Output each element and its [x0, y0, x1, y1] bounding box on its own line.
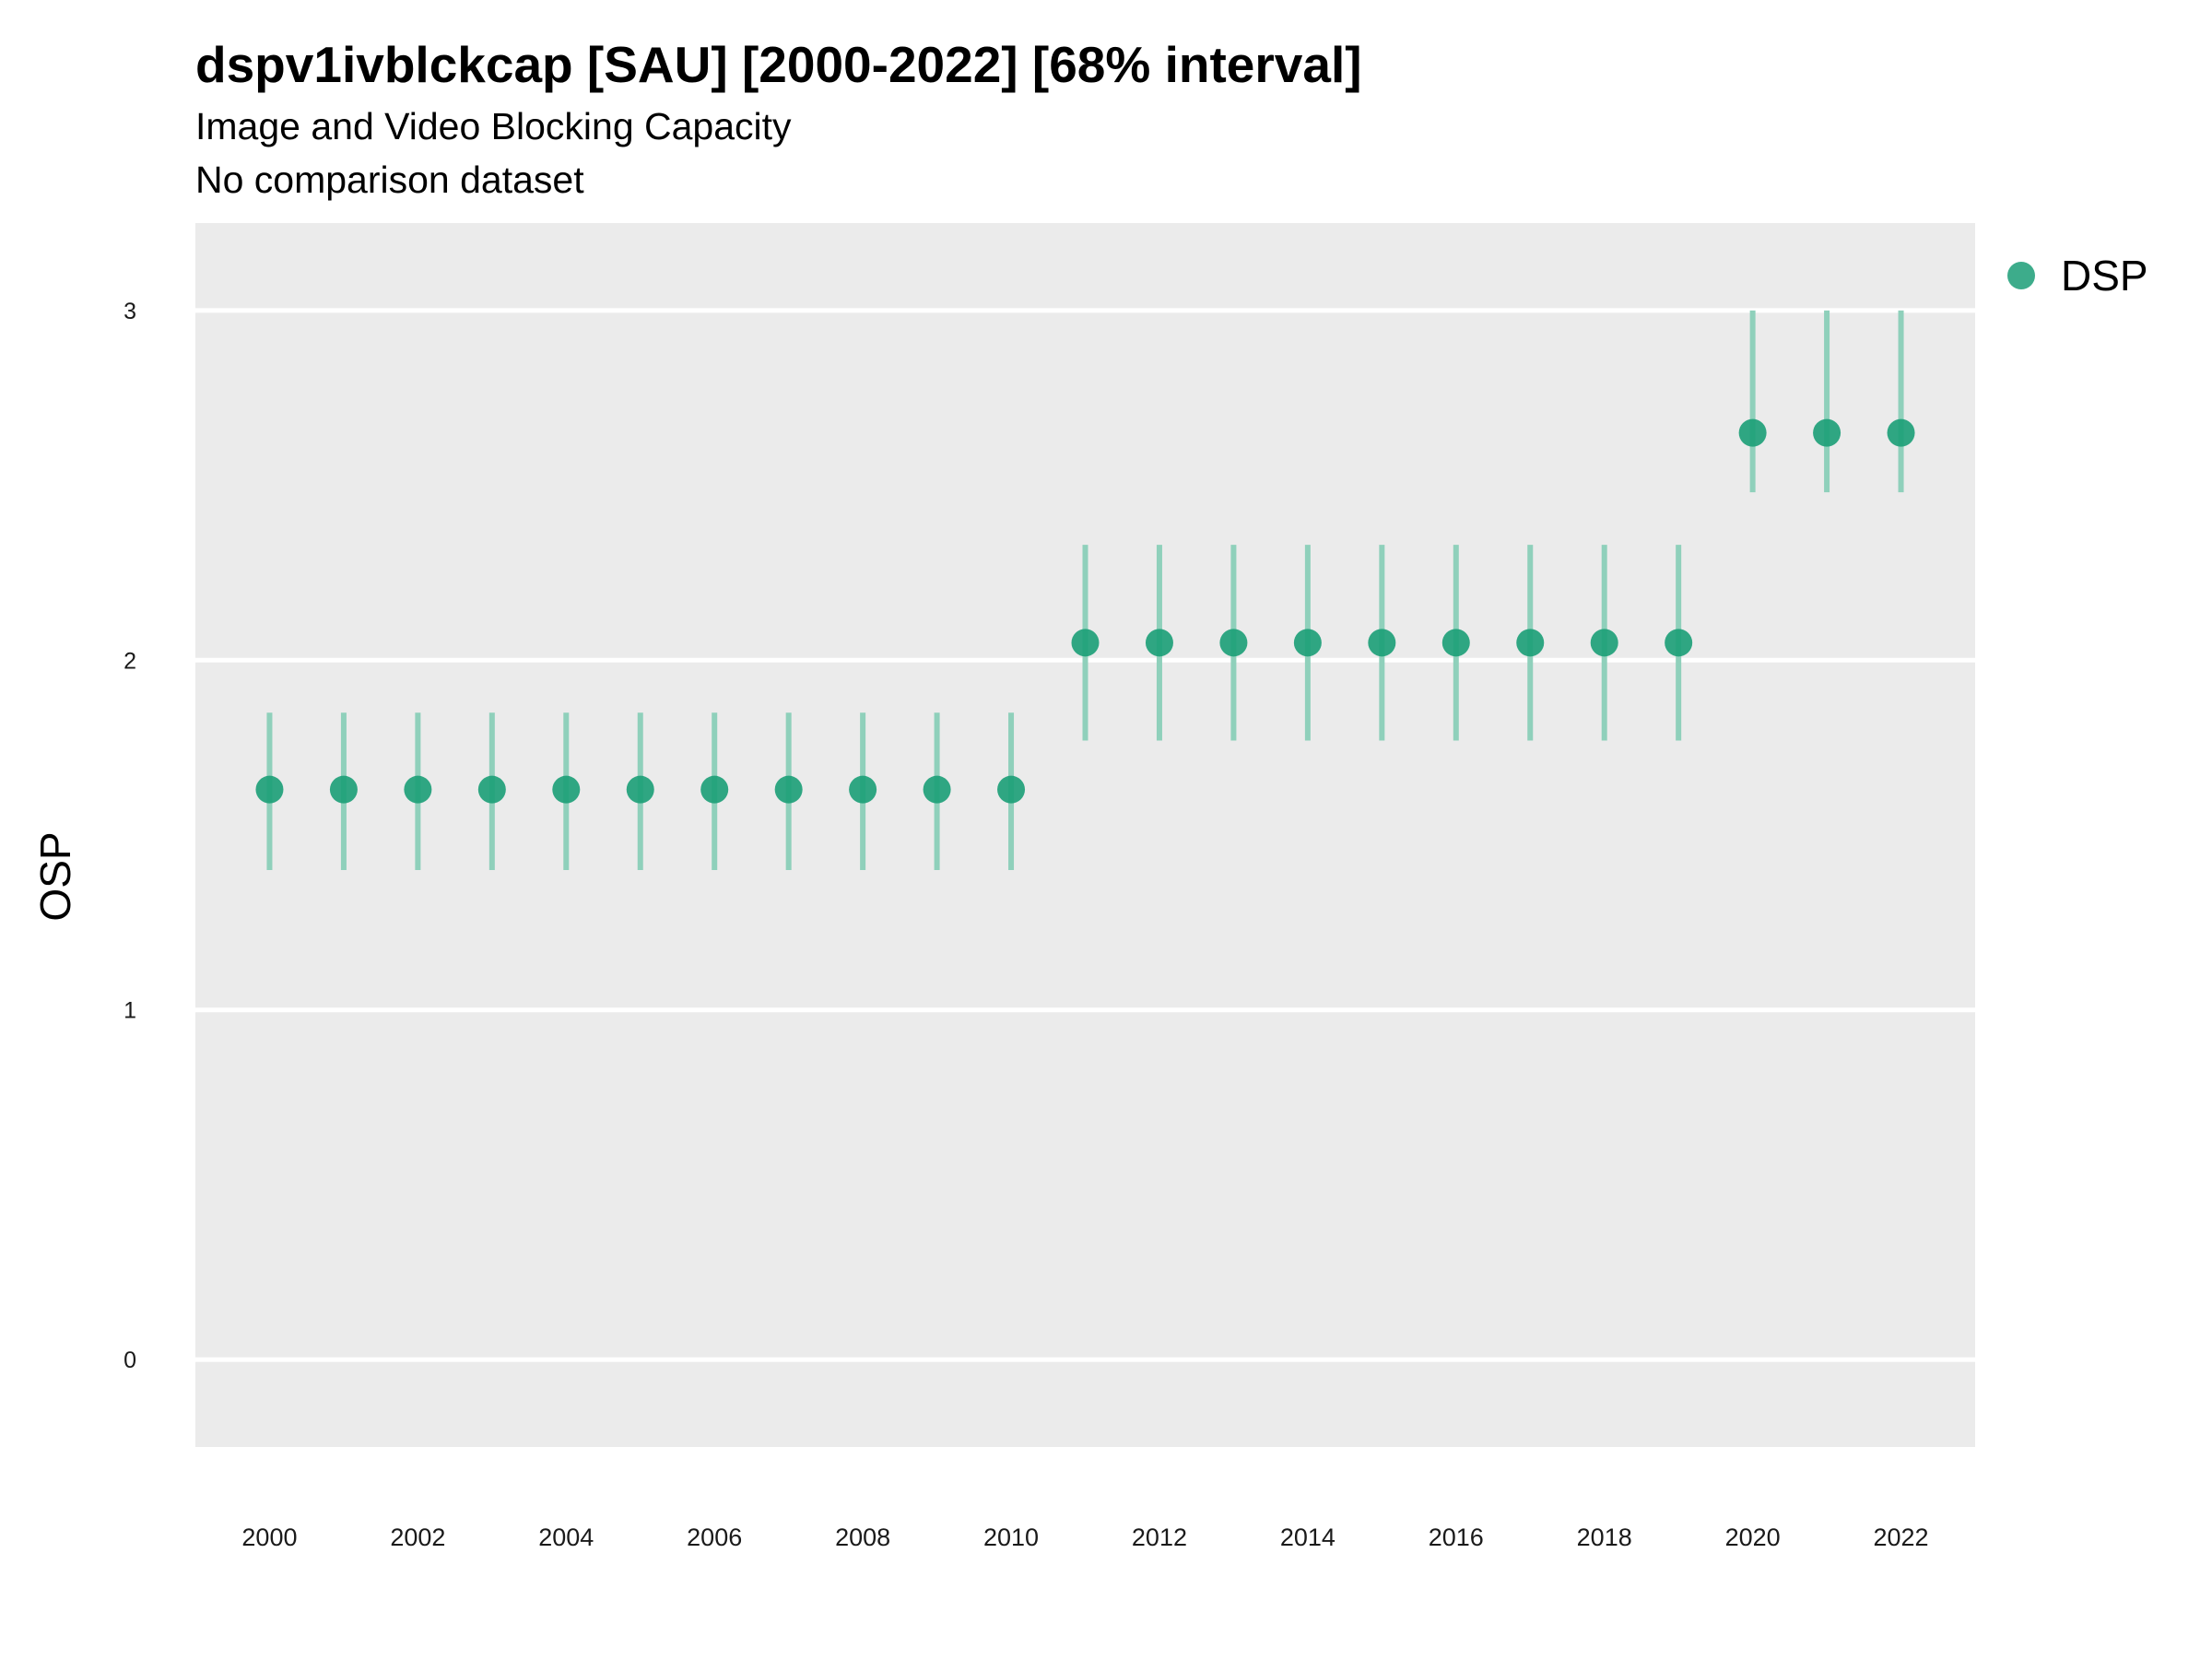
- data-point: [1441, 629, 1470, 657]
- x-tick-label: 2000: [241, 1524, 297, 1551]
- legend: DSP: [2007, 251, 2148, 300]
- data-point: [477, 775, 506, 804]
- x-tick-label: 2010: [983, 1524, 1039, 1551]
- plot-panel: [195, 223, 1975, 1447]
- legend-key-dsp: [2007, 262, 2035, 289]
- data-point: [1516, 629, 1545, 657]
- y-axis-label: OSP: [31, 831, 79, 921]
- data-point: [849, 775, 877, 804]
- y-tick-label: 1: [124, 998, 136, 1024]
- chart-subtitle: Image and Video Blocking Capacity: [195, 105, 792, 147]
- x-tick-label: 2012: [1132, 1524, 1187, 1551]
- x-tick-label: 2014: [1280, 1524, 1335, 1551]
- data-point: [1813, 418, 1841, 447]
- data-point: [1219, 629, 1248, 657]
- data-point: [1738, 418, 1767, 447]
- x-tick-label: 2006: [687, 1524, 742, 1551]
- y-tick-label: 2: [124, 648, 136, 674]
- x-tick-label: 2004: [538, 1524, 594, 1551]
- data-point: [552, 775, 581, 804]
- data-point: [1590, 629, 1618, 657]
- x-tick-label: 2002: [390, 1524, 445, 1551]
- data-point: [700, 775, 729, 804]
- chart-caption: No comparison dataset: [195, 159, 584, 201]
- data-point: [1368, 629, 1396, 657]
- data-point: [997, 775, 1026, 804]
- legend-label-dsp: DSP: [2061, 252, 2148, 300]
- x-tick-label: 2016: [1429, 1524, 1484, 1551]
- y-tick-label: 0: [124, 1347, 136, 1373]
- data-point: [255, 775, 284, 804]
- chart-title: dspv1ivblckcap [SAU] [2000-2022] [68% in…: [195, 36, 1362, 93]
- data-point: [1293, 629, 1322, 657]
- data-point: [774, 775, 803, 804]
- x-tick-label: 2020: [1725, 1524, 1781, 1551]
- data-point: [923, 775, 951, 804]
- x-tick-label: 2018: [1577, 1524, 1632, 1551]
- x-tick-label: 2022: [1874, 1524, 1929, 1551]
- data-point: [1145, 629, 1173, 657]
- x-tick-label: 2008: [835, 1524, 890, 1551]
- y-tick-label: 3: [124, 299, 136, 324]
- data-point: [1665, 629, 1693, 657]
- data-point: [1887, 418, 1915, 447]
- data-point: [329, 775, 358, 804]
- data-point: [404, 775, 432, 804]
- data-point: [1071, 629, 1100, 657]
- data-point: [626, 775, 654, 804]
